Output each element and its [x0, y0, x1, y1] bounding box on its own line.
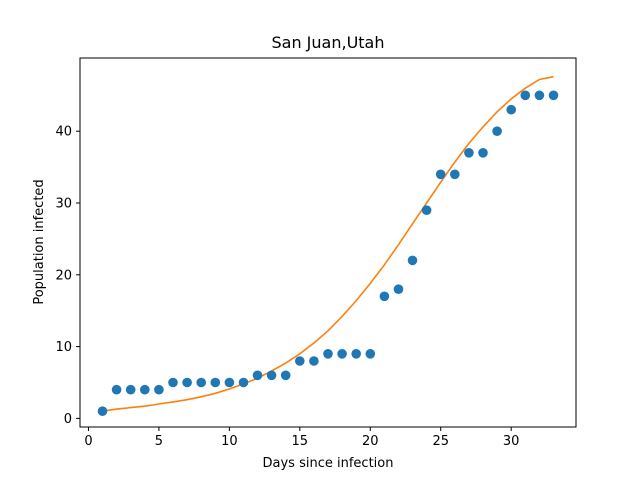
data-point: [168, 377, 178, 388]
y-tick-label: 40: [55, 125, 72, 140]
plot-layer: [97, 75, 559, 417]
data-point: [534, 90, 545, 101]
y-axis-label: Population infected: [32, 179, 47, 304]
plot-frame: [79, 57, 577, 428]
x-tick-label: 5: [155, 434, 163, 449]
data-point: [407, 255, 418, 266]
data-point: [196, 377, 206, 388]
data-point: [435, 169, 446, 180]
data-point: [266, 370, 277, 381]
data-point: [182, 377, 192, 388]
y-tick-label: 10: [55, 340, 72, 355]
data-point: [365, 349, 376, 359]
data-point: [464, 148, 474, 158]
data-point: [478, 148, 488, 158]
x-axis: 0 5 10 15 20 25 30: [84, 427, 519, 449]
x-tick-label: 25: [432, 434, 449, 449]
data-point: [224, 377, 235, 388]
data-point: [337, 349, 347, 359]
data-point: [379, 291, 390, 302]
y-axis: 0 10 20 30 40: [55, 125, 80, 427]
data-point: [506, 104, 516, 115]
data-point: [309, 356, 319, 366]
x-tick-label: 30: [503, 434, 520, 449]
data-point: [548, 90, 559, 101]
data-point: [295, 356, 305, 366]
x-tick-label: 15: [292, 434, 309, 449]
data-point: [280, 370, 291, 381]
data-point: [140, 384, 150, 395]
data-point: [520, 90, 531, 101]
data-point: [252, 370, 263, 381]
x-tick-label: 10: [221, 434, 238, 449]
x-axis-label: Days since infection: [263, 456, 394, 471]
y-tick-label: 20: [55, 268, 72, 283]
data-point: [450, 169, 460, 180]
fit-line: [102, 75, 554, 412]
chart-title: San Juan,Utah: [271, 33, 384, 52]
x-tick-label: 20: [362, 434, 379, 449]
x-tick-label: 0: [84, 434, 92, 449]
data-point: [351, 349, 362, 359]
data-point: [323, 349, 333, 359]
data-point: [393, 284, 404, 295]
y-tick-label: 0: [64, 412, 72, 427]
data-point: [210, 377, 221, 388]
data-point: [125, 384, 136, 395]
data-point: [97, 406, 108, 417]
data-point: [421, 205, 432, 215]
data-point: [492, 126, 502, 136]
y-tick-label: 30: [55, 197, 72, 212]
data-point: [238, 377, 249, 388]
data-point: [154, 384, 164, 395]
data-point: [111, 384, 122, 395]
